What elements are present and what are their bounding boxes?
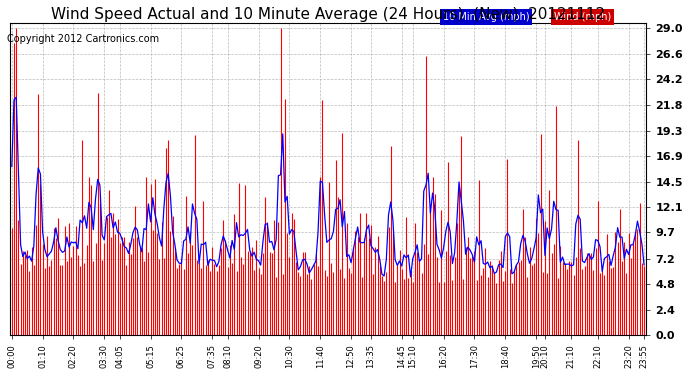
- Title: Wind Speed Actual and 10 Minute Average (24 Hours)  (New)  20121112: Wind Speed Actual and 10 Minute Average …: [51, 7, 605, 22]
- Text: 10 Min Avg (mph): 10 Min Avg (mph): [442, 12, 529, 22]
- Text: Wind (mph): Wind (mph): [554, 12, 611, 22]
- Text: Copyright 2012 Cartronics.com: Copyright 2012 Cartronics.com: [7, 34, 159, 44]
